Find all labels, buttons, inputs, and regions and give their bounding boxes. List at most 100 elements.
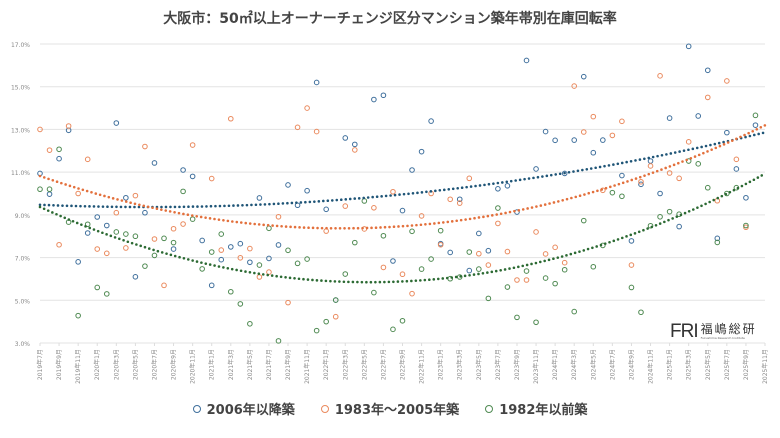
- data-point: [247, 259, 253, 266]
- data-point: [75, 190, 81, 197]
- data-point: [189, 216, 196, 222]
- data-point: [285, 182, 291, 188]
- data-point: [84, 221, 91, 228]
- data-point: [437, 241, 444, 248]
- y-tick-label: 15.0%: [11, 85, 30, 92]
- data-point: [466, 267, 473, 274]
- legend: 2006年以降築 1983年～2005年築 1982年以前築: [0, 399, 780, 418]
- x-tick-label: 2019年11月: [74, 349, 82, 384]
- data-point: [409, 228, 415, 235]
- data-point: [638, 178, 644, 185]
- data-point: [285, 247, 291, 254]
- x-tick-label: 2023年3月: [456, 349, 464, 380]
- data-point: [724, 129, 730, 136]
- data-point: [561, 259, 568, 266]
- data-point: [552, 280, 558, 287]
- trendline: [38, 124, 767, 230]
- data-point: [304, 187, 310, 194]
- x-tick-label: 2024年1月: [551, 349, 559, 380]
- data-point: [266, 255, 272, 262]
- data-point: [46, 191, 53, 197]
- data-point: [485, 295, 492, 302]
- x-tick-label: 2025年5月: [704, 349, 712, 380]
- data-point: [94, 214, 101, 220]
- legend-item-1982: 1982年以前築: [485, 399, 587, 418]
- data-point: [704, 184, 711, 191]
- x-tick-label: 2024年11月: [647, 349, 655, 384]
- data-point: [476, 250, 482, 257]
- data-point: [571, 137, 578, 143]
- data-point: [600, 137, 606, 143]
- data-point: [332, 297, 339, 303]
- data-point: [456, 196, 463, 203]
- data-point: [495, 220, 501, 227]
- x-tick-label: 2022年5月: [360, 349, 368, 380]
- x-tick-label: 2020年5月: [131, 349, 139, 380]
- data-point: [380, 232, 387, 239]
- x-tick-label: 2021年9月: [284, 349, 292, 380]
- y-tick-label: 13.0%: [11, 127, 30, 134]
- y-axis-ticks: 3.0% 5.0% 7.0% 9.0% 11.0% 13.0% 15.0% 17.0%: [11, 42, 30, 348]
- data-point: [456, 200, 463, 206]
- data-point: [218, 256, 225, 263]
- data-point: [218, 247, 225, 253]
- data-point: [132, 233, 139, 240]
- data-point: [170, 225, 177, 232]
- data-point: [619, 193, 625, 200]
- data-point: [437, 227, 444, 234]
- data-point: [266, 269, 272, 275]
- data-point: [704, 67, 711, 74]
- data-point: [208, 249, 215, 255]
- data-point: [647, 222, 654, 229]
- data-point: [628, 238, 635, 244]
- x-tick-label: 2022年1月: [322, 349, 330, 380]
- data-point: [304, 105, 310, 111]
- x-tick-label: 2023年5月: [475, 349, 483, 380]
- x-tick-label: 2022年3月: [341, 349, 349, 380]
- data-point: [371, 289, 377, 296]
- x-tick-label: 2024年3月: [570, 349, 578, 380]
- chart-title: 大阪市：50㎡以上オーナーチェンジ区分マンション築年帯別在庫回転率: [163, 11, 617, 27]
- data-point: [380, 264, 387, 271]
- x-tick-label: 2025年1月: [666, 349, 674, 380]
- data-point: [142, 209, 148, 216]
- trendline: [38, 172, 767, 284]
- data-point: [590, 263, 597, 270]
- data-point: [504, 284, 511, 290]
- data-point: [542, 275, 549, 281]
- data-point: [46, 147, 53, 153]
- data-point: [447, 249, 453, 256]
- data-point: [56, 146, 62, 153]
- data-point: [266, 225, 272, 232]
- data-point: [256, 195, 263, 201]
- data-point: [485, 247, 492, 254]
- data-point: [561, 170, 568, 177]
- data-point: [571, 308, 578, 315]
- data-point: [208, 282, 215, 289]
- data-point: [151, 236, 158, 242]
- data-point: [533, 229, 539, 235]
- data-point: [676, 223, 682, 230]
- data-point: [227, 244, 234, 250]
- trendlines: [38, 124, 767, 284]
- data-point: [647, 163, 654, 169]
- data-point: [504, 248, 511, 255]
- data-point: [37, 126, 43, 133]
- data-point: [103, 291, 110, 297]
- data-point: [609, 132, 616, 139]
- x-tick-label: 2019年7月: [36, 349, 44, 380]
- x-tick-label: 2021年1月: [208, 349, 216, 380]
- data-point: [199, 237, 205, 244]
- x-tick-label: 2021年11月: [303, 349, 311, 384]
- data-point: [227, 288, 234, 295]
- data-point: [323, 228, 329, 234]
- data-point: [247, 320, 253, 327]
- data-point: [313, 128, 320, 135]
- data-point: [180, 188, 186, 195]
- y-tick-label: 11.0%: [11, 170, 30, 177]
- data-point: [332, 313, 339, 320]
- data-point: [132, 273, 139, 280]
- data-point: [65, 123, 72, 129]
- x-tick-label: 2023年11月: [532, 349, 540, 384]
- data-point: [189, 173, 196, 180]
